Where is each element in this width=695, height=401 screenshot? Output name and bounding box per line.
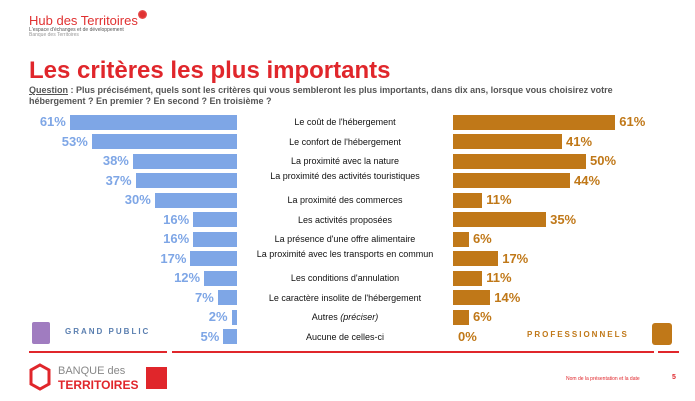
label-grand-public: 17% [160,250,187,266]
divider-line [29,351,167,353]
category-label: Le coût de l'hébergement [294,117,396,127]
legend-professionnels: PROFESSIONNELS [527,330,629,339]
caisse-depots-logo [146,367,167,389]
question-label: Question [29,85,69,95]
label-grand-public: 37% [105,172,132,188]
label-grand-public: 5% [200,328,220,344]
bar-professionnels [453,270,483,286]
hub-logo-icon [138,10,147,19]
label-grand-public: 16% [163,211,190,227]
hub-subtitle: L'espace d'échanges et de développement B… [29,28,124,38]
label-professionnels: 11% [486,192,512,207]
bar-professionnels [453,251,499,266]
label-professionnels: 14% [494,289,521,305]
question-text: Question : Plus précisément, quels sont … [29,85,669,107]
legend-grand-public: GRAND PUBLIC [65,327,151,336]
bar-grand-public [135,173,237,188]
label-professionnels: 50% [590,153,617,168]
bar-grand-public [190,251,237,266]
bar-grand-public [223,329,237,344]
divider-line [658,351,679,353]
bar-grand-public [193,231,237,247]
label-grand-public: 12% [174,270,201,285]
category-label: La proximité des activités touristiques [270,170,420,181]
bar-professionnels [453,173,571,188]
bar-grand-public [132,153,237,169]
hub-subtitle-line: L'espace d'échanges et de développement [29,27,124,33]
category-label: La proximité avec les transports en comm… [256,248,434,259]
page-title: Les critères les plus importants [29,57,391,84]
banque-logo-icon [29,363,51,391]
bar-professionnels [453,231,469,247]
label-professionnels: 6% [472,309,492,324]
category-label: La présence d'une offre alimentaire [274,234,416,244]
professionals-icon [652,323,672,345]
category-label: Le caractère insolite de l'hébergement [268,292,422,303]
category-label: La proximité des commerces [287,195,403,205]
label-professionnels: 0% [458,328,477,344]
bar-professionnels [453,153,586,169]
category-label: Les conditions d'annulation [290,273,400,283]
footer-note: Nom de la présentation et la date [566,376,640,382]
people-grid-icon [32,322,50,344]
label-professionnels: 35% [550,211,577,227]
bar-professionnels [453,134,563,149]
question-body: : Plus précisément, quels sont les critè… [29,85,613,106]
bar-grand-public [217,290,237,305]
label-professionnels: 41% [566,133,593,149]
bar-professionnels [453,192,483,208]
bar-professionnels [453,114,616,130]
banque-logo-top: BANQUE des [58,365,126,377]
page-number: 5 [672,374,676,381]
label-grand-public: 16% [163,231,190,246]
label-grand-public: 2% [208,309,228,324]
label-professionnels: 6% [472,231,492,246]
banque-logo-bottom: TERRITOIRES [58,378,139,392]
bar-grand-public [91,134,237,149]
bar-grand-public [193,212,237,227]
bar-grand-public [204,270,237,286]
label-grand-public: 61% [39,114,66,129]
label-professionnels: 61% [619,114,646,129]
bar-grand-public [154,192,237,208]
label-grand-public: 7% [195,289,214,305]
label-professionnels: 17% [502,250,529,266]
category-label: La proximité avec la nature [290,156,400,166]
label-grand-public: 30% [124,192,151,207]
label-professionnels: 44% [574,172,601,188]
bar-professionnels [453,212,547,227]
hub-logo-text: Hub des Territoires [29,13,138,28]
bar-professionnels [453,309,469,325]
label-professionnels: 11% [486,270,512,285]
category-label: Le confort de l'hébergement [289,136,401,147]
bar-professionnels [453,290,491,305]
label-grand-public: 53% [61,133,88,149]
divider-line [172,351,654,353]
bar-grand-public [69,114,237,130]
category-label: Aucune de celles-ci [305,331,385,342]
hub-subtitle-line-2: Banque des Territoires [29,32,79,38]
category-label: Autres (préciser) [311,312,379,322]
category-label: Les activités proposées [297,214,393,225]
label-grand-public: 38% [102,153,129,168]
bar-grand-public [231,309,237,325]
